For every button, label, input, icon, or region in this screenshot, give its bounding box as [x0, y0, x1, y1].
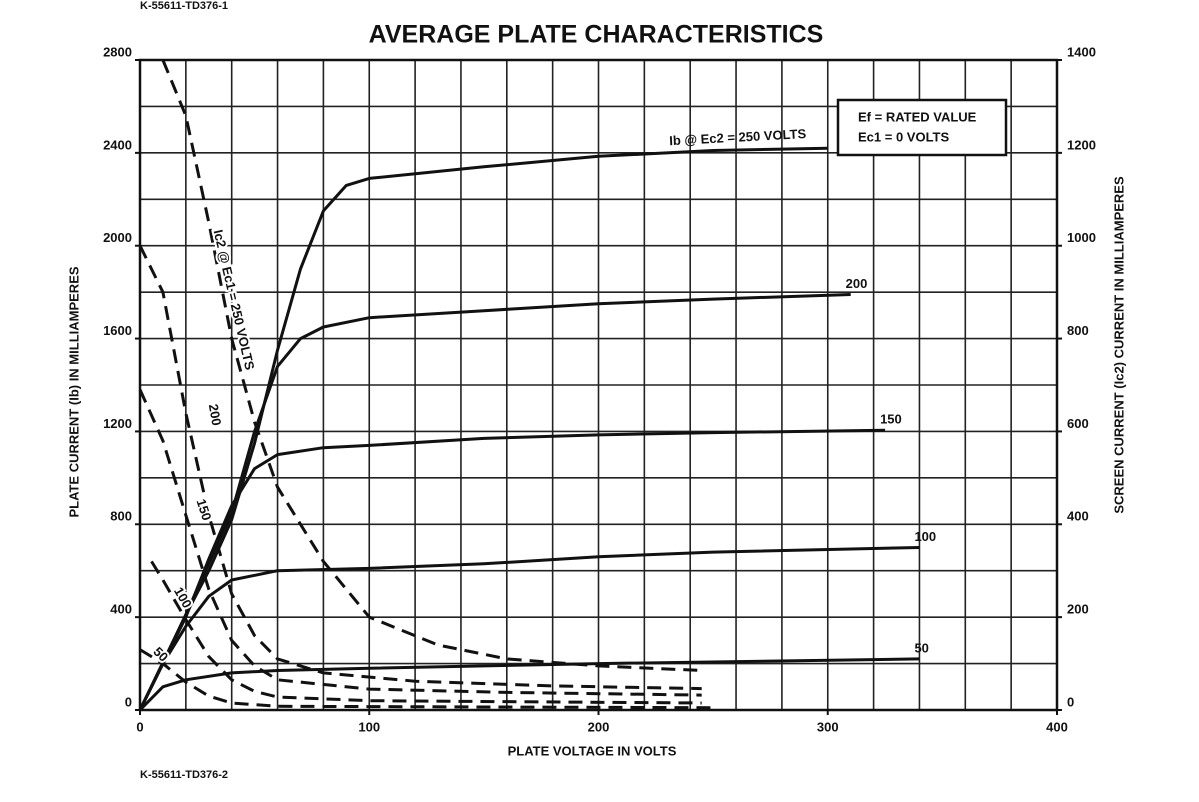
plate-current-line [138, 293, 851, 711]
legend-text: Ec1 = 0 VOLTS [858, 129, 949, 144]
y-tick-label: 1200 [103, 416, 132, 431]
y2-tick-label: 1400 [1067, 44, 1096, 59]
y2-tick-label: 600 [1067, 416, 1089, 431]
doc-id: K-55611-TD376-2 [140, 769, 228, 781]
y2-tick-label: 0 [1067, 694, 1074, 709]
series-label: 150 [880, 412, 902, 427]
y2-tick-label: 400 [1067, 509, 1089, 524]
doc-id: K-55611-TD376-1 [140, 0, 228, 12]
screen-current-line [161, 59, 702, 672]
plate-current-line [138, 428, 886, 711]
x-tick-label: 400 [1046, 719, 1068, 734]
screen-current-line [138, 245, 702, 691]
series-label: 50 [914, 640, 928, 655]
series-label: 150 [194, 497, 215, 522]
x-tick-label: 200 [588, 719, 610, 734]
screen-current-line [150, 560, 702, 705]
series-label: 50 [150, 644, 171, 665]
legend-text: Ef = RATED VALUE [858, 109, 977, 124]
y-tick-label: 2800 [103, 44, 132, 59]
y-tick-label: 1600 [103, 323, 132, 338]
y-tick-label: 2400 [103, 137, 132, 152]
series-label: Ib @ Ec2 = 250 VOLTS [669, 126, 807, 148]
x-tick-label: 100 [358, 719, 380, 734]
y-tick-label: 2000 [103, 230, 132, 245]
y2-axis-label: SCREEN CURRENT (Ic2) CURRENT IN MILLIAMP… [1111, 176, 1126, 514]
screen-current-line [139, 648, 714, 710]
screen-current-line [138, 388, 702, 697]
y-tick-label: 0 [125, 694, 132, 709]
series-label: 200 [206, 403, 225, 427]
y2-tick-label: 1200 [1067, 137, 1096, 152]
x-tick-label: 0 [136, 719, 143, 734]
plate-current-line [138, 546, 920, 711]
x-tick-label: 300 [817, 719, 839, 734]
x-axis-label: PLATE VOLTAGE IN VOLTS [508, 743, 677, 758]
y-tick-label: 800 [110, 509, 132, 524]
plate-current-line [138, 146, 828, 711]
series-label: 100 [914, 529, 936, 544]
chart-title: AVERAGE PLATE CHARACTERISTICS [369, 21, 824, 49]
y2-tick-label: 1000 [1067, 230, 1096, 245]
y-tick-label: 400 [110, 602, 132, 617]
series-label: 200 [846, 276, 868, 291]
y2-tick-label: 800 [1067, 323, 1089, 338]
legend-box [836, 98, 1008, 157]
y-axis-label: PLATE CURRENT (Ib) IN MILLIAMPERES [66, 266, 81, 517]
y2-tick-label: 200 [1067, 602, 1089, 617]
